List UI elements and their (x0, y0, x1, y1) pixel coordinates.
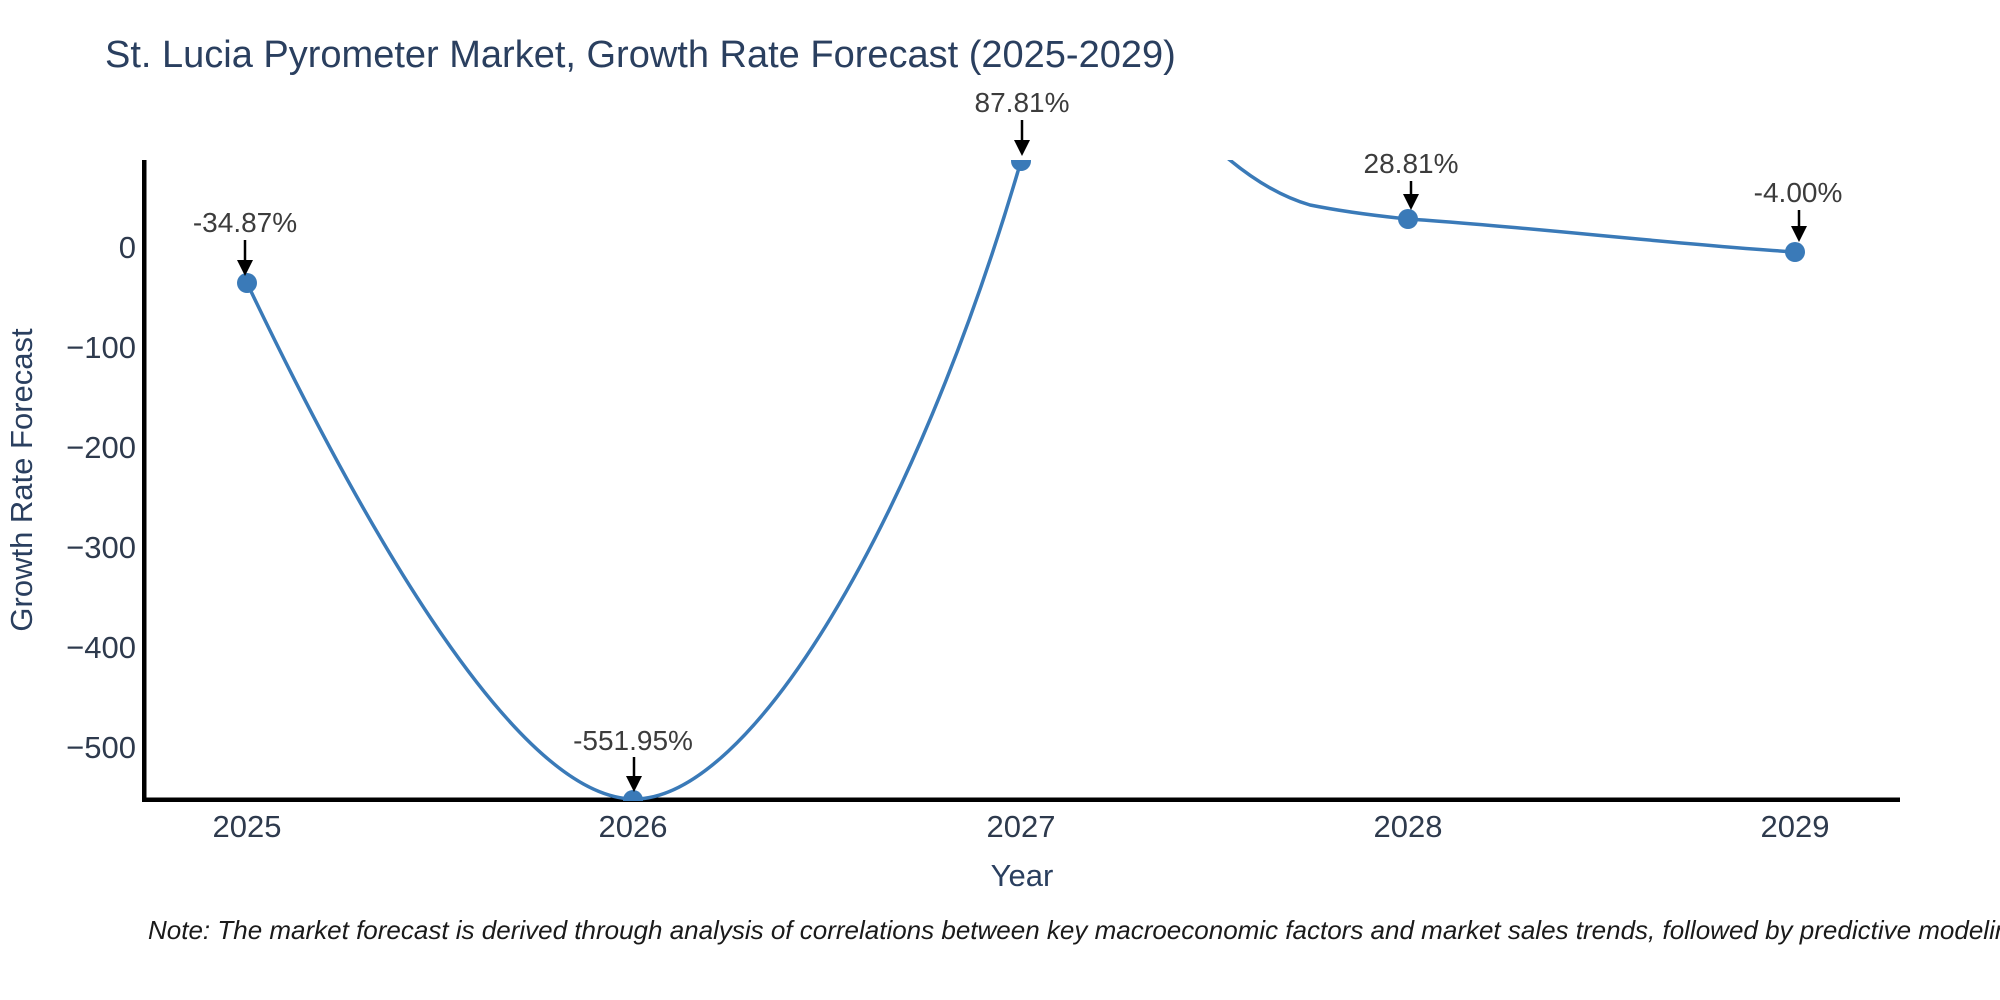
x-axis-ticks: 2025 2026 2027 2028 2029 (213, 809, 1830, 844)
y-tick: −300 (66, 530, 136, 565)
annotation-label: -4.00% (1754, 177, 1843, 208)
annotation-2025: -34.87% (193, 207, 297, 276)
y-tick: −500 (66, 730, 136, 765)
annotation-arrowhead (1014, 140, 1030, 156)
data-point-2029 (1785, 242, 1805, 262)
x-tick: 2025 (213, 809, 282, 844)
annotation-label: 28.81% (1364, 148, 1459, 179)
y-tick: −200 (66, 430, 136, 465)
annotation-2028: 28.81% (1364, 148, 1459, 210)
data-point-2028 (1398, 209, 1418, 229)
data-point-2027 (1011, 160, 1031, 171)
annotation-label: 87.81% (975, 87, 1070, 118)
y-axis-line (142, 160, 147, 802)
x-axis-line (142, 797, 1900, 802)
annotation-arrowhead (626, 776, 642, 792)
annotation-2027: 87.81% (975, 87, 1070, 156)
y-tick: 0 (119, 230, 136, 265)
y-tick: −100 (66, 330, 136, 365)
annotation-arrowhead (237, 260, 253, 276)
x-axis-title: Year (991, 858, 1054, 893)
x-tick: 2028 (1374, 809, 1443, 844)
annotation-2026: -551.95% (573, 725, 693, 792)
data-point-2026 (623, 790, 643, 801)
annotation-2029: -4.00% (1754, 177, 1843, 242)
y-axis-title: Growth Rate Forecast (4, 328, 39, 632)
annotation-label: -34.87% (193, 207, 297, 238)
series-group (237, 160, 1805, 801)
x-tick: 2029 (1761, 809, 1830, 844)
x-tick: 2027 (987, 809, 1056, 844)
data-point-2025 (237, 273, 257, 293)
annotation-arrowhead (1403, 194, 1419, 210)
x-tick: 2026 (599, 809, 668, 844)
y-axis-ticks: 0 −100 −200 −300 −400 −500 (66, 230, 136, 765)
footnote: Note: The market forecast is derived thr… (148, 915, 2000, 945)
annotation-arrowhead (1791, 226, 1807, 242)
annotation-label: -551.95% (573, 725, 693, 756)
chart-title: St. Lucia Pyrometer Market, Growth Rate … (105, 34, 1176, 76)
y-tick: −400 (66, 630, 136, 665)
